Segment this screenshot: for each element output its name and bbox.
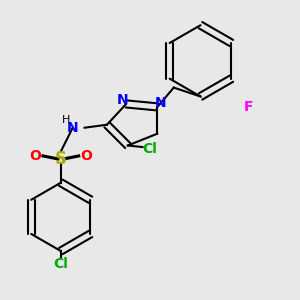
Text: O: O (30, 149, 41, 163)
Text: N: N (67, 121, 79, 135)
Text: S: S (55, 150, 67, 168)
Text: F: F (243, 100, 253, 114)
Text: N: N (117, 93, 128, 107)
Text: H: H (62, 115, 70, 125)
Text: Cl: Cl (53, 256, 68, 271)
Text: N: N (154, 96, 166, 110)
Text: Cl: Cl (142, 142, 158, 155)
Text: O: O (80, 149, 92, 163)
